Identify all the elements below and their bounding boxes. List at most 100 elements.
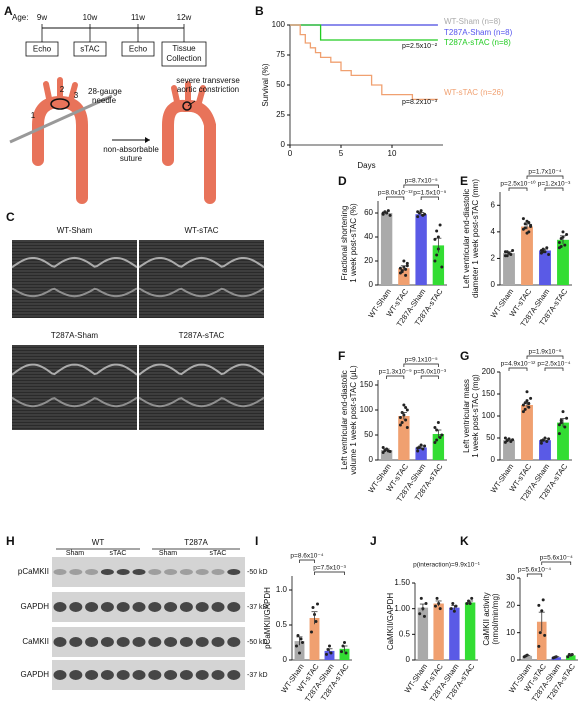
blot-size: -50 kD [247, 639, 268, 646]
blot-band [195, 569, 209, 575]
data-point [545, 440, 549, 444]
data-point [547, 437, 551, 441]
annotation: p=2.5x10⁻⁴ [537, 361, 570, 368]
y-tick-label: 50 [276, 80, 285, 89]
annotation: p=2.5x10⁻¹⁰ [500, 180, 536, 188]
site-number: 2 [60, 85, 65, 94]
y-tick-label: 75 [276, 50, 285, 59]
bracket [541, 561, 572, 565]
y-tick-label: 4 [491, 227, 496, 236]
step-box [121, 41, 155, 57]
age-label: Age: [12, 13, 28, 22]
data-point [404, 406, 408, 409]
blot-row: GAPDH [21, 670, 50, 679]
y-tick-label: 6 [491, 200, 496, 209]
data-point [436, 235, 440, 239]
data-point [418, 612, 422, 616]
blot-band [53, 637, 67, 647]
blot-band [164, 569, 178, 575]
data-point [521, 403, 525, 407]
bracket [299, 559, 315, 563]
bracket [508, 187, 528, 191]
step: Echo [33, 45, 52, 54]
data-point [435, 253, 439, 257]
legend-label: T287A-Sham (n=8) [444, 28, 513, 37]
y-axis-title: pCaMKII/GAPDH [263, 587, 272, 649]
y-tick-label: 40 [364, 232, 373, 241]
result-label: severe transverse [176, 76, 240, 85]
data-point [559, 244, 563, 248]
bar [398, 416, 410, 460]
data-point [398, 266, 402, 270]
y-tick-label: 0.5 [399, 629, 411, 638]
y-tick-label: 0 [491, 455, 496, 464]
blot-band [179, 637, 193, 647]
y-tick-label: 10 [506, 628, 515, 637]
bar [339, 648, 350, 660]
data-point [565, 233, 569, 237]
data-point [404, 267, 408, 271]
y-tick-label: 200 [482, 367, 496, 376]
blot-group: WT [92, 538, 105, 547]
bar [521, 405, 533, 460]
echo-label: WT-Sham [57, 226, 93, 235]
y-axis-title: Left ventricular mass [462, 379, 471, 453]
data-point [416, 446, 420, 450]
echo-label: T287A-Sham [51, 331, 98, 340]
y-tick-label: 20 [506, 600, 515, 609]
blot-band [53, 670, 67, 680]
blot-band [179, 602, 193, 612]
data-point [398, 423, 402, 427]
data-point [419, 209, 423, 213]
data-point [381, 211, 385, 215]
panel-label: K [460, 534, 469, 548]
data-point [340, 650, 343, 654]
data-point [301, 641, 304, 644]
blot-band [148, 670, 162, 680]
blot-band [116, 670, 130, 680]
blot-band [100, 637, 114, 647]
y-tick-label: 0 [369, 280, 374, 289]
blot-lane: Sham [66, 550, 84, 557]
bracket [420, 375, 439, 379]
blot-band [211, 670, 225, 680]
y-tick-label: 25 [276, 110, 285, 119]
blot-band [195, 670, 209, 680]
data-point [529, 223, 533, 227]
data-point [405, 426, 409, 429]
arrow-head [145, 137, 150, 143]
echo-wall [138, 396, 265, 408]
annotation: p=1.3x10⁻⁹ [379, 369, 412, 376]
bar [417, 607, 429, 660]
age: 10w [83, 13, 98, 22]
panel-label: H [6, 534, 15, 548]
legend-label: WT-sTAC (n=26) [444, 88, 504, 97]
data-point [566, 655, 570, 659]
step-box [73, 41, 107, 57]
bracket [386, 196, 405, 200]
bar [521, 226, 533, 285]
blot-band [53, 602, 67, 612]
data-point [547, 252, 551, 256]
suture-loop [50, 98, 70, 110]
data-point [316, 602, 319, 606]
data-point [381, 451, 385, 454]
data-point [559, 418, 563, 422]
data-point [503, 250, 507, 254]
panel-label: G [460, 349, 469, 363]
bar [294, 641, 305, 660]
data-point [539, 441, 543, 445]
blot-lane: Sham [159, 550, 177, 557]
data-point [438, 607, 442, 611]
y-axis-title: diameter 1 week post-sTAC (mm) [471, 179, 480, 298]
blot-strip [52, 557, 245, 587]
bracket [544, 367, 564, 371]
data-point [452, 609, 456, 613]
step-box [161, 41, 207, 67]
data-point [538, 631, 542, 635]
bracket [526, 355, 564, 359]
survival-line [290, 24, 438, 41]
panel-label: F [338, 349, 345, 363]
aorta-before [32, 77, 88, 204]
